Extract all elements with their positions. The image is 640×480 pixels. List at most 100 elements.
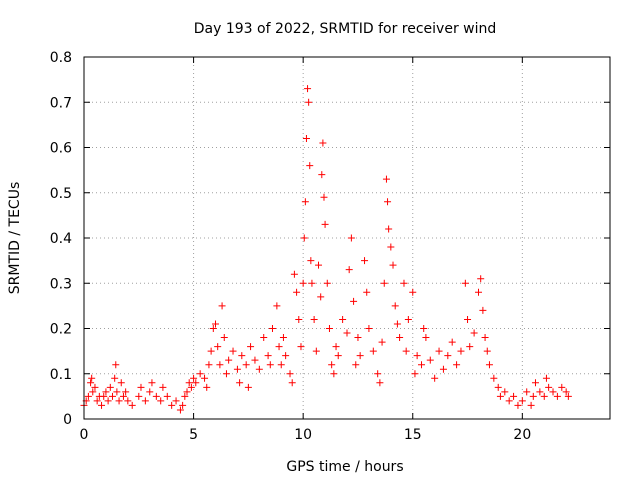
data-point [475, 288, 482, 296]
data-point [393, 320, 401, 328]
data-point [89, 388, 97, 396]
data-point [238, 352, 246, 360]
data-point [345, 266, 353, 274]
data-point [135, 392, 143, 400]
data-point [325, 325, 333, 332]
x-tick-label: 5 [189, 427, 198, 443]
data-point [268, 325, 276, 332]
data-point [159, 383, 167, 391]
data-point [365, 325, 373, 332]
data-point [229, 347, 237, 355]
data-point [529, 392, 537, 400]
data-point [277, 361, 285, 369]
data-point [320, 193, 328, 201]
data-point [157, 397, 165, 405]
data-point [100, 392, 108, 400]
data-point [88, 374, 96, 382]
data-point [307, 257, 315, 265]
data-point [233, 365, 241, 373]
data-point [426, 356, 434, 364]
data-point [385, 225, 393, 233]
x-tick-label: 15 [404, 427, 422, 443]
data-point [510, 392, 518, 400]
data-point [382, 175, 390, 183]
data-point [288, 379, 296, 387]
data-point [350, 297, 358, 305]
data-point [293, 288, 301, 296]
data-point [481, 334, 489, 342]
data-point [411, 370, 419, 378]
data-point [172, 397, 180, 405]
data-point [220, 334, 228, 342]
data-point [236, 379, 244, 387]
data-point [119, 392, 127, 400]
data-point [266, 361, 274, 369]
data-point [112, 361, 120, 369]
y-tick-label: 0.3 [50, 276, 72, 292]
data-point [374, 370, 382, 378]
data-point [225, 356, 233, 364]
data-point [306, 162, 314, 170]
data-point [470, 329, 478, 337]
data-point [300, 234, 308, 242]
data-point [255, 365, 263, 373]
data-points [80, 85, 572, 414]
data-point [308, 279, 316, 287]
data-point [297, 343, 305, 351]
data-point [496, 392, 504, 400]
data-point [286, 370, 294, 378]
data-point [242, 361, 250, 369]
data-point [391, 302, 399, 310]
data-point [518, 397, 526, 405]
data-point [205, 361, 213, 369]
data-point [396, 334, 404, 342]
data-point [422, 334, 430, 342]
tick-labels: 0 5 10 15 20 0 0.1 0.2 0.3 0.4 0.5 0.6 0.7 0.8 [50, 50, 532, 443]
data-point [185, 379, 193, 387]
data-point [356, 352, 364, 360]
data-point [108, 392, 116, 400]
y-tick-label: 0.7 [50, 95, 72, 111]
data-point [260, 334, 268, 342]
data-point [87, 379, 95, 387]
data-point [318, 171, 326, 179]
data-point [483, 347, 491, 355]
data-point [485, 361, 493, 369]
data-point [148, 379, 156, 387]
data-point [494, 383, 502, 391]
data-point [317, 293, 325, 301]
data-point [431, 374, 439, 382]
chart-title: Day 193 of 2022, SRMTID for receiver win… [194, 21, 497, 37]
y-tick-label: 0.4 [50, 231, 72, 247]
data-point [328, 361, 336, 369]
y-tick-label: 0.2 [50, 322, 72, 338]
data-point [102, 388, 110, 396]
data-point [369, 347, 377, 355]
y-tick-label: 0 [63, 412, 72, 428]
data-point [190, 374, 198, 382]
data-point [540, 392, 548, 400]
data-point [181, 392, 189, 400]
data-point [93, 397, 101, 405]
x-tick-label: 10 [294, 427, 312, 443]
data-point [347, 234, 355, 242]
data-point [404, 315, 412, 323]
data-point [117, 379, 125, 387]
data-point [141, 397, 149, 405]
data-point [196, 370, 204, 378]
data-point [461, 279, 469, 287]
data-point [310, 315, 318, 323]
data-point [111, 374, 119, 382]
data-point [218, 302, 226, 310]
y-axis-label: SRMTID / TECUs [7, 182, 23, 295]
data-point [514, 401, 522, 409]
data-point [457, 347, 465, 355]
data-point [264, 352, 272, 360]
data-point [216, 361, 224, 369]
data-point [312, 347, 320, 355]
x-axis-label: GPS time / hours [286, 459, 403, 475]
data-point [380, 279, 388, 287]
data-point [334, 352, 342, 360]
ticks [83, 56, 610, 420]
y-tick-label: 0.1 [50, 367, 72, 383]
